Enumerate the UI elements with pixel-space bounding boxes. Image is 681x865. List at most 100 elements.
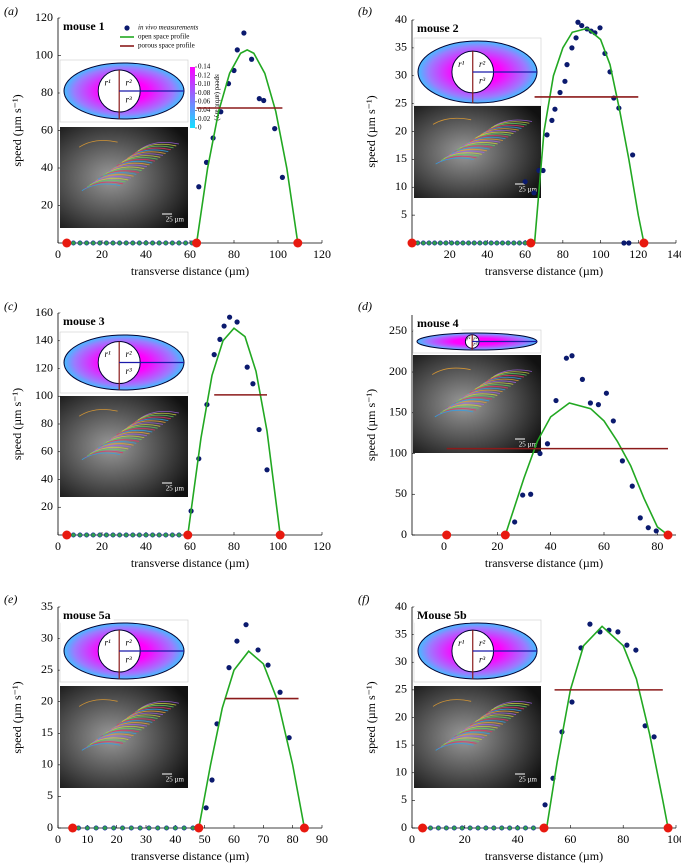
particle-track (472, 133, 511, 141)
measurement-point (569, 45, 575, 51)
x-tick-label: 40 (481, 247, 493, 261)
particle-track (480, 128, 519, 136)
boundary-point (299, 823, 309, 833)
particle-track (440, 154, 480, 161)
inset-label: r¹ (458, 59, 465, 69)
inset-label: r² (473, 336, 477, 342)
wall-point (137, 825, 143, 831)
wall-point (172, 825, 178, 831)
particle-track (116, 718, 156, 726)
particle-track (105, 435, 145, 444)
y-tick-label: 10 (41, 757, 53, 771)
particle-track (121, 424, 161, 432)
measurement-point (637, 515, 643, 521)
microscopy-image (60, 127, 188, 228)
particle-track (102, 168, 142, 176)
x-tick-label: 90 (316, 832, 328, 846)
profile-line (533, 27, 645, 244)
wall-point (426, 240, 432, 246)
y-tick-label: 40 (41, 160, 53, 174)
x-tick-label: 10 (81, 832, 93, 846)
profile-line (198, 650, 306, 829)
particle-track (121, 155, 161, 163)
particle-track (89, 446, 129, 455)
measurement-point (557, 89, 563, 96)
measurement-point (203, 805, 209, 811)
wall-point (515, 825, 521, 831)
inset-label: r¹ (458, 638, 465, 648)
y-tick-label: 25 (395, 95, 407, 109)
chart-title: mouse 5a (63, 608, 111, 622)
measurement-point (549, 117, 555, 123)
y-axis-label: speed (µm s⁻¹) (364, 389, 378, 461)
measurement-point (624, 642, 630, 648)
wall-point (143, 532, 149, 538)
particle-track (84, 181, 124, 190)
wall-point (181, 825, 187, 831)
legend-swatch (124, 25, 130, 31)
particle-track (443, 737, 482, 745)
inset-label: r¹ (105, 78, 112, 88)
x-tick-label: 0 (55, 247, 61, 261)
inset-label: r³ (126, 366, 133, 376)
particle-track (86, 179, 126, 188)
measurement-point (255, 647, 261, 653)
microscopy-image (414, 686, 541, 788)
x-tick-label: 20 (444, 247, 456, 261)
measurement-point (277, 689, 283, 695)
y-tick-label: 30 (41, 630, 53, 644)
particle-track (447, 400, 487, 409)
panel-label: (b) (358, 4, 372, 18)
y-tick-label: 35 (41, 599, 53, 613)
wall-point (70, 240, 76, 246)
wall-point (164, 825, 170, 831)
particle-track (432, 699, 472, 707)
y-tick-label: 40 (41, 471, 53, 485)
particle-track (89, 737, 129, 745)
particle-track (108, 433, 148, 442)
measurement-point (531, 190, 537, 196)
particle-track (474, 382, 514, 390)
particle-track (445, 402, 485, 410)
inset-label: r¹ (105, 638, 112, 648)
particle-track (446, 735, 485, 744)
legend-label: open space profile (138, 33, 189, 41)
colorbar-label: speed (arbitrary) (213, 74, 221, 121)
x-axis-label: transverse distance (µm) (131, 556, 249, 570)
y-tick-label: 140 (35, 333, 53, 347)
colorbar (190, 67, 195, 128)
wall-point (183, 240, 189, 246)
x-axis-label: transverse distance (µm) (485, 556, 603, 570)
y-tick-label: 25 (41, 662, 53, 676)
boundary-point (293, 238, 303, 248)
particle-track (137, 703, 177, 711)
y-tick-label: 5 (401, 207, 407, 221)
particle-track (92, 176, 132, 184)
y-tick-label: 50 (395, 486, 407, 500)
colorbar-tick-label: 0 (198, 124, 202, 132)
measurement-point (553, 397, 559, 404)
measurement-point (653, 528, 659, 534)
measurement-point (512, 519, 518, 525)
measurement-point (569, 699, 575, 705)
wall-point (84, 825, 90, 831)
particle-track (113, 160, 153, 169)
measurement-point (619, 458, 626, 464)
particle-track (81, 452, 121, 461)
particle-track (110, 431, 150, 440)
particle-track (448, 733, 488, 742)
wall-point (483, 240, 489, 246)
y-tick-label: 15 (41, 725, 53, 739)
y-axis-label: speed (µm s⁻¹) (10, 388, 24, 460)
y-tick-label: 0 (401, 527, 407, 541)
wall-point (467, 825, 473, 831)
particle-track (97, 441, 137, 449)
y-tick-label: 15 (395, 737, 407, 751)
particle-track (129, 149, 169, 158)
particle-track (469, 386, 509, 394)
measurement-point (629, 483, 635, 489)
colorbar-tick-label: 0.02 (198, 115, 211, 123)
y-tick-label: 100 (35, 388, 53, 402)
inset-label: r³ (473, 342, 477, 348)
